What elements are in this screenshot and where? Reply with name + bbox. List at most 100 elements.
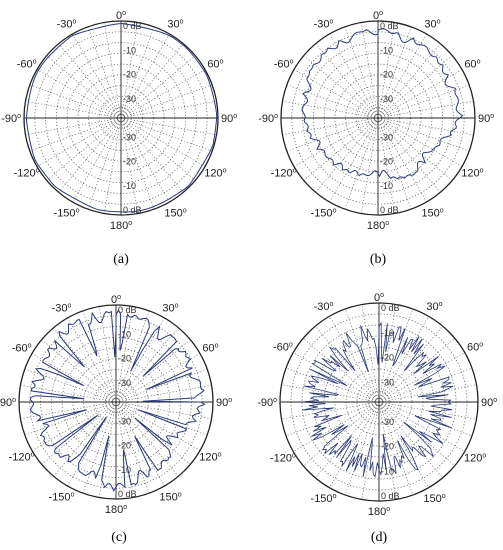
angle-tick-label: -60o [12,343,32,355]
grid-spoke [41,401,117,465]
angle-tick-label: -150o [54,207,80,219]
grid-spoke [303,55,379,119]
grid-spoke [120,84,213,119]
grid-spoke [293,69,379,119]
angle-tick-label: 90o [216,397,232,409]
angle-tick-label: -120o [9,452,35,464]
grid-spoke [303,338,380,403]
grid-spoke [120,117,196,181]
grid-spoke [25,100,122,119]
grid-spoke [58,117,122,193]
angle-tick-label: -120o [14,168,40,180]
grid-spoke [293,352,380,403]
grid-spoke [24,368,117,403]
grid-spoke [120,55,196,119]
angle-tick-label: 60o [464,59,480,71]
grid-spoke [377,117,441,193]
radial-tick-label: -20 [381,353,394,363]
radial-tick-label: -10 [123,181,136,191]
angle-tick-label: -120o [271,168,297,180]
grid-spoke [120,117,155,210]
angle-tick-label: 150o [423,493,445,505]
grid-spoke [120,117,170,203]
grid-spoke [36,117,122,167]
grid-spoke [315,326,380,403]
angle-tick-label: 0o [116,10,126,22]
grid-spoke [344,308,380,403]
grid-spoke [72,117,122,203]
grid-spoke [377,117,396,214]
grid-spoke [53,327,117,403]
grid-spoke [120,117,139,214]
grid-spoke [46,55,122,119]
grid-spoke [31,353,117,403]
radial-tick-label: -10 [380,45,393,55]
radial-tick-label: 0 dB [381,491,400,501]
pattern-trace [301,28,464,180]
grid-spoke [293,117,379,167]
grid-spoke [303,117,379,181]
angle-tick-label: -30o [52,303,72,315]
outer-ring [23,20,219,216]
grid-spoke [120,117,217,136]
radial-tick-label: -30 [380,132,393,142]
angle-tick-label: 180o [110,220,132,232]
angle-tick-label: -60o [273,342,293,354]
grid-spoke [329,401,380,488]
grid-spoke [120,100,217,119]
grid-spoke [115,401,212,420]
angle-tick-label: -60o [274,59,294,71]
radial-tick-label: -10 [123,45,136,55]
grid-spoke [82,310,117,403]
grid-spoke [87,117,122,210]
grid-spoke [281,384,380,403]
angle-tick-label: 120o [199,452,221,464]
grid-spoke [377,117,427,203]
radial-tick-label: -20 [118,354,131,364]
grid-spoke [377,69,463,119]
angle-tick-label: 0o [373,10,383,22]
angle-tick-label: 90o [481,397,497,409]
radial-tick-label: -30 [123,94,136,104]
grid-spoke [286,117,379,152]
grid-spoke [282,100,379,119]
grid-spoke [103,22,122,119]
angle-tick-label: 180o [367,220,389,232]
radial-tick-label: 0 dB [123,21,142,31]
grid-spoke [29,117,122,152]
angle-tick-label: 180o [368,506,390,518]
grid-spoke [120,117,213,152]
grid-spoke [377,117,453,181]
panel-caption-d: (d) [371,530,388,545]
radial-tick-label: 0 dB [380,205,399,215]
radial-tick-label: -20 [380,157,393,167]
grid-spoke [115,310,150,403]
grid-spoke [329,33,379,119]
radial-tick-label: -20 [381,442,394,452]
angle-tick-label: -90o [0,397,16,409]
grid-spoke [41,339,117,403]
radial-tick-label: -10 [381,328,394,338]
grid-spoke [98,306,117,403]
grid-spoke [378,326,443,403]
angle-tick-label: 90o [478,113,494,125]
angle-tick-label: 120o [204,168,226,180]
radial-tick-label: -10 [118,465,131,475]
angle-tick-label: -60o [17,59,37,71]
angle-tick-label: 60o [202,343,218,355]
grid-spoke [115,401,208,436]
grid-spoke [378,401,465,452]
angle-tick-label: 120o [464,453,486,465]
grid-spoke [20,384,117,403]
grid-spoke [378,304,397,403]
grid-spoke [120,22,139,119]
polar-chart-d: 0 dB 0 dB -10 -10 -20 -20 -30 -30 0o 30o 60o 90o 120… [257,292,497,518]
grid-spoke [285,367,380,403]
grid-spoke [378,338,455,403]
angle-tick-label: 150o [421,207,443,219]
grid-spoke [377,117,412,210]
radial-tick-label: -20 [380,70,393,80]
angle-tick-label: -90o [257,397,277,409]
angle-tick-label: 30o [426,301,442,313]
angle-tick-label: -90o [1,113,21,125]
